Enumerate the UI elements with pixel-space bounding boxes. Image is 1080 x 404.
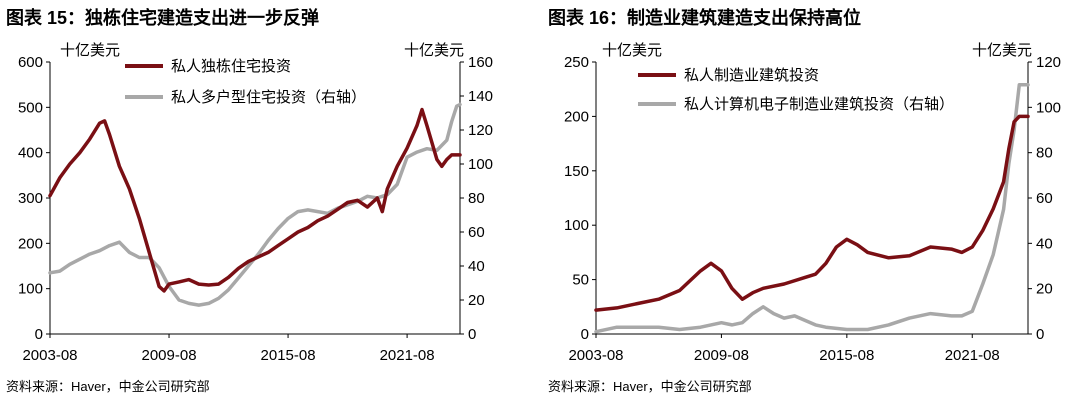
left-tick-label: 500 <box>18 99 43 116</box>
left-tick-label: 400 <box>18 145 43 162</box>
right-tick-label: 80 <box>468 190 485 207</box>
x-tick-label: 2003-08 <box>22 347 77 364</box>
left-tick-label: 200 <box>18 235 43 252</box>
left-tick-label: 100 <box>18 281 43 298</box>
right-tick-label: 60 <box>468 224 485 241</box>
chart-source: 资料来源：Haver，中金公司研究部 <box>6 379 210 394</box>
right-tick-label: 120 <box>1036 54 1061 71</box>
legend-label-2: 私人多户型住宅投资（右轴） <box>171 89 366 106</box>
right-tick-label: 80 <box>1036 145 1053 162</box>
x-tick-label: 2015-08 <box>819 347 874 364</box>
right-tick-label: 100 <box>468 156 493 173</box>
left-tick-label: 0 <box>35 326 43 343</box>
chart-panel-15: 图表 15：独栋住宅建造支出进一步反弹 十亿美元 十亿美元 0 100 200 300 40… <box>0 0 530 404</box>
left-tick-label: 150 <box>564 163 589 180</box>
left-tick-label: 100 <box>564 217 589 234</box>
right-tick-label: 0 <box>1036 326 1044 343</box>
right-tick-label: 0 <box>468 326 476 343</box>
chart-title: 图表 15：独栋住宅建造支出进一步反弹 <box>6 8 320 28</box>
legend-label-1: 私人独栋住宅投资 <box>171 57 291 75</box>
right-tick-label: 40 <box>1036 235 1053 252</box>
x-tick-label: 2021-08 <box>380 347 435 364</box>
legend-label-1: 私人制造业建筑投资 <box>684 67 819 84</box>
series-line-1 <box>48 107 462 293</box>
left-tick-label: 250 <box>564 54 589 71</box>
chart-title: 图表 16：制造业建筑建造支出保持高位 <box>548 8 862 28</box>
chart-svg: 十亿美元 十亿美元 0 50 100 150 200 250 0 20 40 60 80 100 120 20… <box>564 42 1061 364</box>
x-tick-label: 2003-08 <box>568 347 623 364</box>
right-axis-unit: 十亿美元 <box>404 42 464 59</box>
right-tick-label: 160 <box>468 54 493 71</box>
left-tick-label: 200 <box>564 108 589 125</box>
right-tick-label: 40 <box>468 258 485 275</box>
x-tick-label: 2021-08 <box>945 347 1000 364</box>
left-axis-unit: 十亿美元 <box>602 42 662 59</box>
right-tick-label: 20 <box>468 292 485 309</box>
series-line-1 <box>594 114 1030 312</box>
legend-label-2: 私人计算机电子制造业建筑投资（右轴） <box>684 95 954 113</box>
right-tick-label: 140 <box>468 88 493 105</box>
x-tick-label: 2009-08 <box>142 347 197 364</box>
left-axis-unit: 十亿美元 <box>60 42 120 59</box>
right-tick-label: 60 <box>1036 190 1053 207</box>
left-tick-label: 0 <box>581 326 589 343</box>
right-tick-label: 120 <box>468 122 493 139</box>
right-axis-unit: 十亿美元 <box>972 42 1032 59</box>
chart-svg: 十亿美元 十亿美元 0 100 200 300 400 500 600 0 20 40 60 80 100 1… <box>18 42 493 364</box>
right-tick-label: 20 <box>1036 281 1053 298</box>
series-line-2 <box>594 82 1030 334</box>
right-tick-label: 100 <box>1036 99 1061 116</box>
chart-source: 资料来源：Haver，中金公司研究部 <box>548 379 752 394</box>
left-tick-label: 50 <box>572 272 589 289</box>
left-tick-label: 300 <box>18 190 43 207</box>
x-tick-label: 2009-08 <box>694 347 749 364</box>
left-tick-label: 600 <box>18 54 43 71</box>
series-line-2 <box>48 102 462 307</box>
chart-panel-16: 图表 16：制造业建筑建造支出保持高位 十亿美元 十亿美元 0 50 100 150 200… <box>542 0 1072 404</box>
x-tick-label: 2015-08 <box>261 347 316 364</box>
